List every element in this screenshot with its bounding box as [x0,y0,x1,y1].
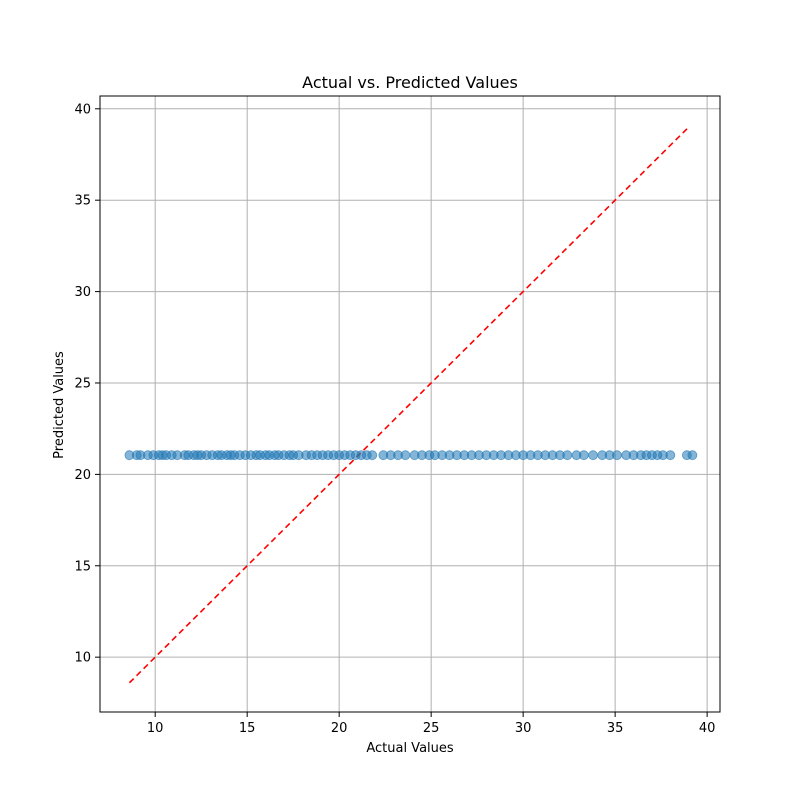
y-tick-label: 30 [74,285,91,300]
data-point [562,450,573,461]
x-tick-label: 20 [331,721,348,736]
plot-frame [99,95,721,713]
x-tick-label: 15 [239,721,256,736]
y-tick-label: 20 [74,468,91,483]
y-tick-label: 40 [74,102,91,117]
y-tick-label: 10 [74,651,91,666]
x-tick-label: 25 [423,721,440,736]
x-tick-label: 35 [607,721,624,736]
y-tick-label: 25 [74,376,91,391]
axis-ticks: 10 15 20 25 30 35 40 10 15 20 25 30 35 40 [74,102,715,736]
y-tick-label: 15 [74,559,91,574]
chart-title: Actual vs. Predicted Values [302,73,518,92]
data-point [367,450,378,461]
data-point [665,450,676,461]
data-point [588,450,598,461]
reference-line [128,126,690,684]
data-point [400,450,411,461]
grid-lines [100,96,720,712]
data-point [687,450,698,461]
data-point [612,450,622,461]
data-point [578,450,589,461]
x-tick-label: 30 [515,721,532,736]
y-tick-label: 35 [74,194,91,209]
reference-line-layer [128,126,690,684]
scatter-points [124,450,698,461]
y-axis-label: Predicted Values [52,351,67,459]
x-tick-label: 40 [699,721,716,736]
x-tick-label: 10 [147,721,164,736]
x-axis-label: Actual Values [366,741,454,756]
